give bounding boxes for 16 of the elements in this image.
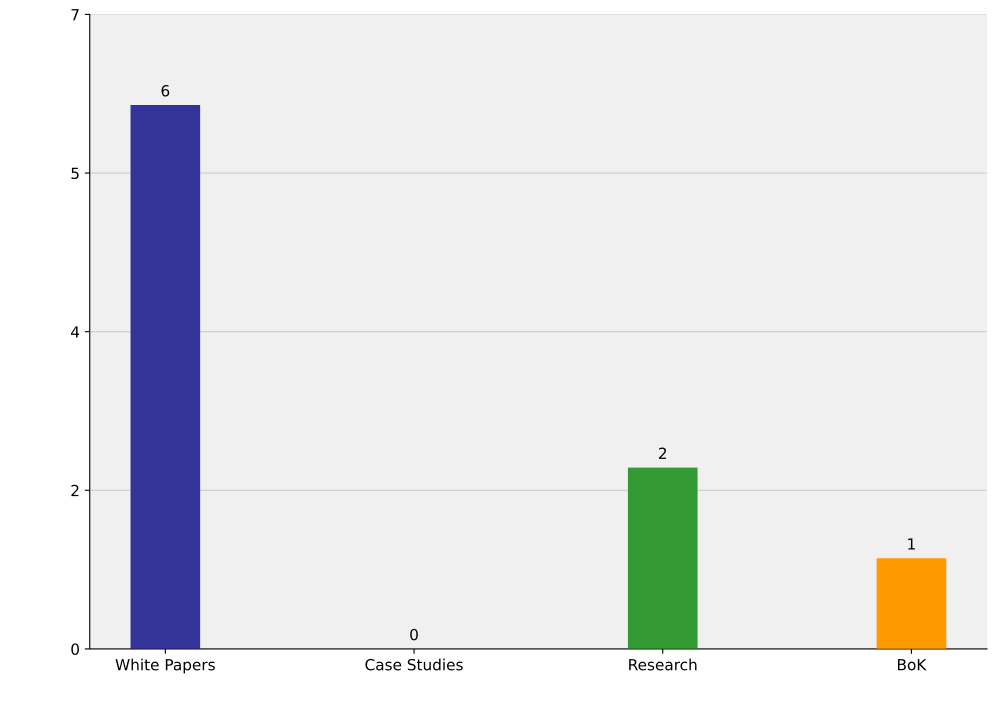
x-tick-label: White Papers	[116, 658, 215, 674]
bar	[628, 468, 698, 649]
x-tick-label: BoK	[898, 659, 927, 670]
bar	[876, 558, 946, 649]
data-label: 2	[658, 448, 666, 459]
bar	[130, 105, 200, 649]
y-tick-label: 0	[71, 643, 79, 655]
x-tick-label: Case Studies	[365, 658, 463, 670]
data-label: 1	[908, 538, 915, 550]
y-tick-label: 4	[71, 326, 80, 338]
x-tick-label: Research	[629, 658, 696, 670]
y-tick-label: 2	[71, 484, 78, 496]
data-label: 0	[410, 628, 418, 640]
y-tick-label: 7	[72, 9, 79, 20]
data-label: 6	[162, 84, 170, 97]
y-tick-label: 5	[71, 168, 79, 180]
